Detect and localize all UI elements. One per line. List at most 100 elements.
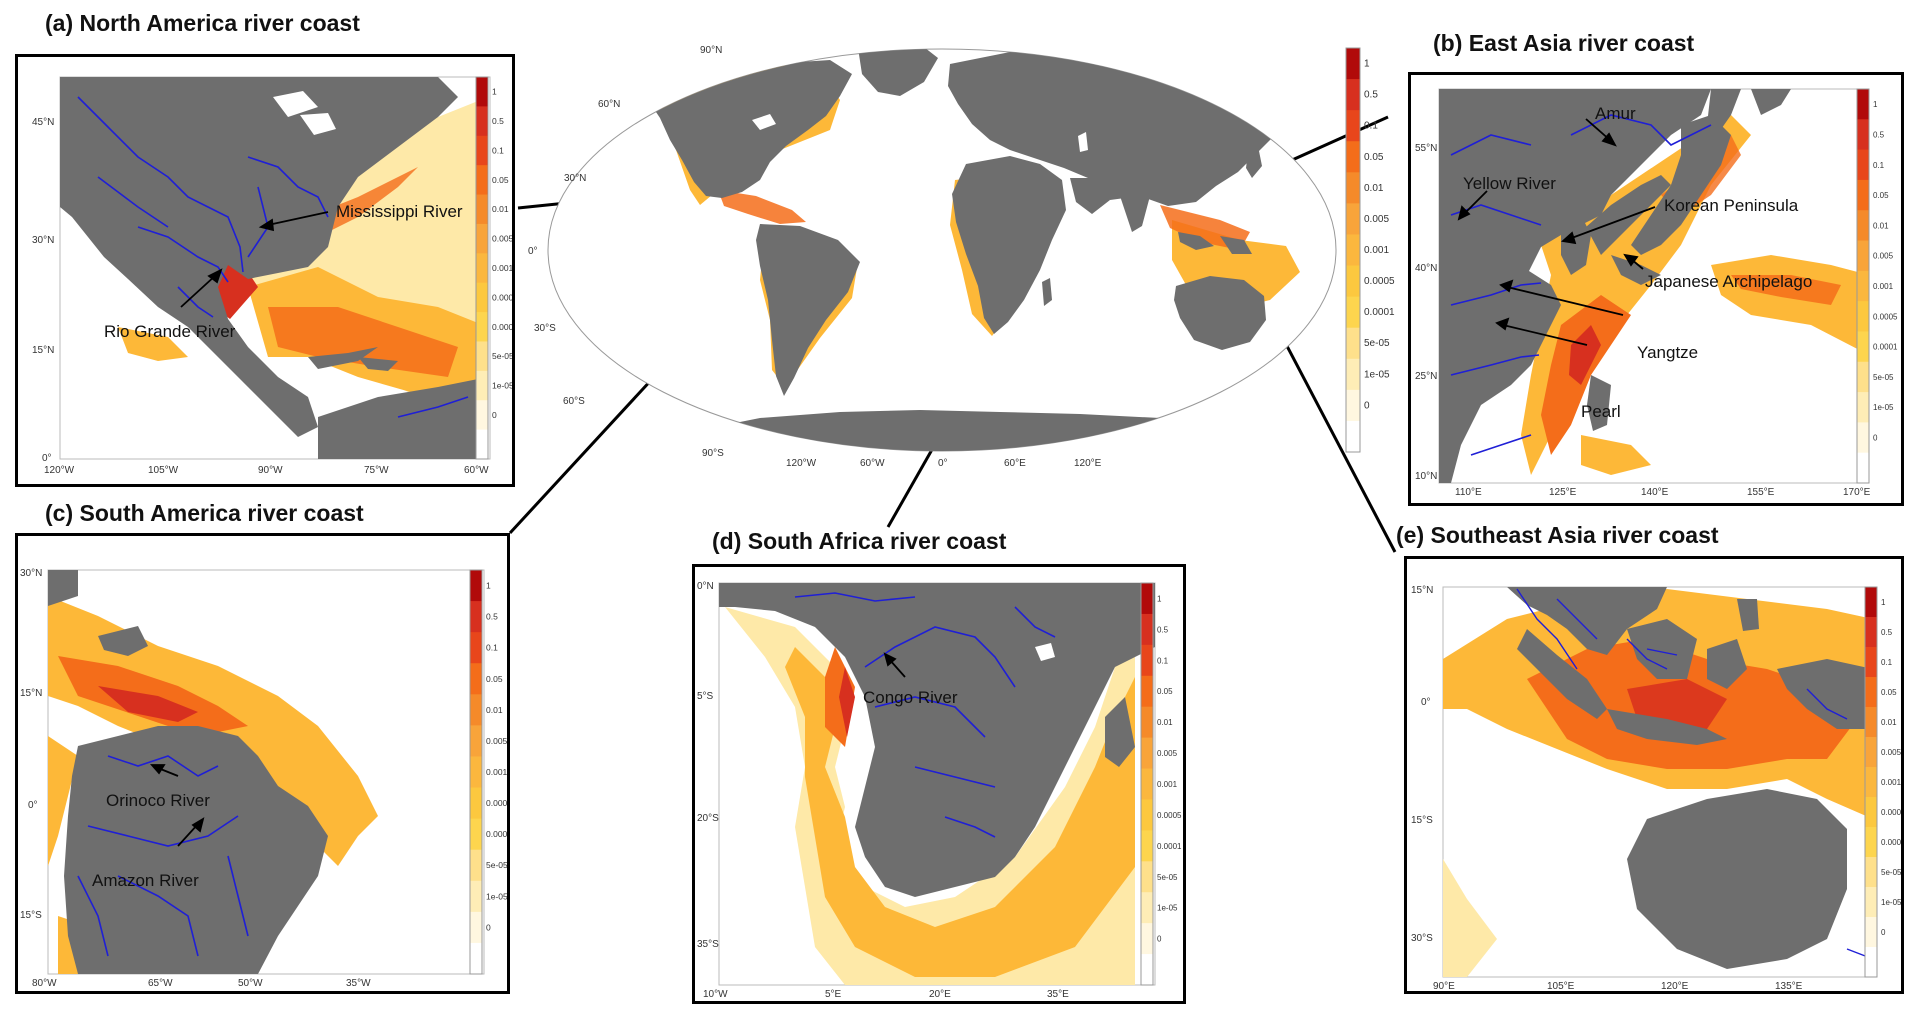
colorbar-swatch — [470, 942, 482, 975]
label-rio-grande: Rio Grande River — [104, 322, 236, 341]
label-pearl: Pearl — [1581, 402, 1621, 421]
a-lat-15n: 15°N — [32, 345, 54, 356]
b-lon-110e: 110°E — [1455, 487, 1482, 498]
label-yangtze: Yangtze — [1637, 343, 1698, 362]
colorbar-swatch — [1865, 917, 1877, 948]
colorbar-swatch — [1857, 179, 1869, 211]
colorbar-swatch — [476, 253, 488, 284]
colorbar-swatch — [470, 818, 482, 851]
colorbar-swatch — [470, 570, 482, 602]
c-lat-15n: 15°N — [20, 688, 42, 699]
panel-c-colorbar: 1 0.5 0.1 0.05 0.01 0.005 0.001 0.0005 0.0001 5e-… — [469, 569, 507, 975]
colorbar-swatch — [1865, 587, 1877, 618]
e-lat-30s: 30°S — [1411, 933, 1433, 944]
colorbar-tick-label: 1e-05 — [1157, 904, 1178, 913]
colorbar-swatch — [476, 223, 488, 254]
e-lat-15n: 15°N — [1411, 585, 1433, 596]
colorbar-tick-label: 0.01 — [486, 705, 503, 715]
panel-b: Amur Yellow River Korean Peninsula Japan… — [1408, 72, 1904, 506]
colorbar-swatch — [470, 911, 482, 944]
world-lat-90n: 90°N — [700, 45, 722, 56]
label-amur: Amur — [1595, 104, 1636, 123]
colorbar-tick-label: 1e-05 — [486, 891, 507, 901]
colorbar-tick-label: 0.0001 — [1873, 343, 1898, 352]
colorbar-tick-label: 1 — [1157, 594, 1162, 603]
colorbar-swatch — [476, 370, 488, 401]
b-lon-155e: 155°E — [1747, 487, 1775, 498]
c-lon-65w: 65°W — [148, 978, 173, 989]
d-lat-20s: 20°S — [697, 813, 719, 824]
colorbar-swatch — [1865, 617, 1877, 648]
colorbar-swatch — [470, 601, 482, 633]
colorbar-swatch — [1857, 331, 1869, 363]
a-lon-60w: 60°W — [464, 465, 489, 476]
c-lon-35w: 35°W — [346, 978, 371, 989]
colorbar-swatch — [1865, 737, 1877, 768]
world-lon-0: 0° — [938, 458, 948, 469]
colorbar-swatch — [470, 632, 482, 664]
colorbar-tick-label: 0.05 — [486, 674, 503, 684]
colorbar-swatch — [1857, 149, 1869, 181]
colorbar-swatch — [1865, 857, 1877, 888]
colorbar-swatch — [470, 725, 482, 757]
b-lon-140e: 140°E — [1641, 487, 1669, 498]
colorbar-tick-label: 0.01 — [492, 204, 509, 214]
panel-e-colorbar: 1 0.5 0.1 0.05 0.01 0.005 0.001 0.0005 0.0001 5e-… — [1864, 586, 1901, 978]
d-lon-10w: 10°W — [703, 989, 728, 1000]
colorbar-tick-label: 0.005 — [1873, 252, 1894, 261]
world-lat-60n: 60°N — [598, 99, 620, 110]
panel-d-rivers — [794, 592, 1056, 838]
colorbar-swatch — [476, 429, 488, 460]
colorbar-swatch — [476, 194, 488, 225]
e-lat-0: 0° — [1421, 697, 1431, 708]
a-lon-90w: 90°W — [258, 465, 283, 476]
world-lon-120e: 120°E — [1074, 458, 1102, 469]
label-japanese-archipelago: Japanese Archipelago — [1645, 272, 1812, 291]
colorbar-swatch — [1857, 270, 1869, 302]
colorbar-swatch — [1865, 767, 1877, 798]
c-lat-15s: 15°S — [20, 910, 42, 921]
colorbar-swatch — [470, 694, 482, 726]
colorbar-swatch — [1141, 954, 1153, 986]
panel-d: Congo River 0°N 5°S 20°S 35°S 10°W 5°E 2… — [692, 564, 1186, 1004]
colorbar-frame — [1856, 88, 1870, 484]
label-orinoco: Orinoco River — [106, 791, 210, 810]
label-yellow-river: Yellow River — [1463, 174, 1556, 193]
colorbar-swatch — [470, 756, 482, 789]
world-lon-60w: 60°W — [860, 458, 885, 469]
colorbar-swatch — [1865, 677, 1877, 708]
colorbar-swatch — [1857, 210, 1869, 242]
colorbar-tick-label: 0 — [492, 410, 497, 420]
d-lat-0n: 0°N — [697, 581, 714, 592]
colorbar-swatch — [1141, 613, 1153, 646]
colorbar-tick-label: 0 — [1873, 434, 1878, 443]
panel-a-rivers — [77, 96, 469, 418]
b-lat-40n: 40°N — [1415, 263, 1437, 274]
colorbar-swatch — [476, 312, 488, 342]
colorbar-swatch — [476, 135, 488, 166]
label-korean-peninsula: Korean Peninsula — [1664, 196, 1799, 215]
world-lat-0: 0° — [528, 246, 538, 257]
e-lon-120e: 120°E — [1661, 981, 1689, 991]
colorbar-swatch — [476, 400, 488, 431]
world-lon-60e: 60°E — [1004, 458, 1026, 469]
world-lat-90s: 90°S — [702, 448, 724, 459]
colorbar-swatch — [1865, 797, 1877, 828]
colorbar-tick-label: 0.1 — [1873, 161, 1885, 170]
colorbar-swatch — [1141, 923, 1153, 955]
colorbar-tick-label: 0.1 — [1157, 656, 1169, 665]
colorbar-tick-label: 5e-05 — [1873, 373, 1894, 382]
colorbar-tick-label: 0.1 — [492, 145, 504, 155]
colorbar-tick-label: 5e-05 — [492, 351, 512, 361]
colorbar-tick-label: 0.005 — [486, 736, 507, 746]
colorbar-tick-label: 0.0005 — [1881, 808, 1901, 817]
d-lon-20e: 20°E — [929, 989, 951, 1000]
colorbar-swatch — [1857, 89, 1869, 120]
colorbar-tick-label: 0.001 — [486, 767, 507, 777]
colorbar-tick-label: 0.1 — [1881, 658, 1893, 667]
e-lon-90e: 90°E — [1433, 981, 1455, 991]
colorbar-swatch — [476, 282, 488, 313]
colorbar-swatch — [1141, 706, 1153, 739]
a-lat-45n: 45°N — [32, 117, 54, 128]
